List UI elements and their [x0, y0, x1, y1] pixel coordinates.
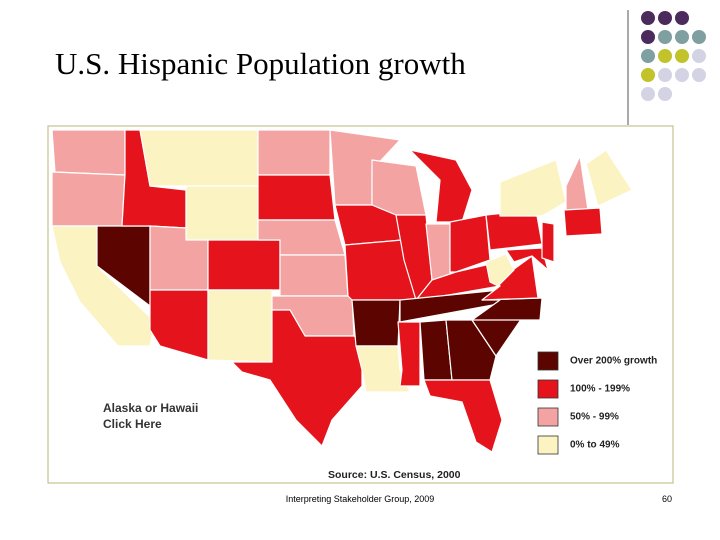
legend-swatch: [537, 379, 559, 399]
legend-label: 100% - 199%: [570, 384, 630, 395]
state-ms: [397, 321, 421, 387]
decor-dot: [658, 87, 672, 101]
decor-dot: [641, 30, 655, 44]
map-source: Source: U.S. Census, 2000: [328, 469, 461, 481]
footer-text: Interpreting Stakeholder Group, 2009: [285, 494, 435, 504]
legend-label: 0% to 49%: [570, 440, 620, 451]
decor-dot: [658, 68, 672, 82]
state-co: [207, 239, 281, 291]
state-ks: [279, 254, 349, 297]
state-ga: [445, 319, 497, 381]
page-number: 60: [662, 494, 673, 504]
decor-dot: [658, 49, 672, 63]
legend-swatch: [537, 407, 559, 427]
decor-dot: [692, 30, 706, 44]
map-link[interactable]: Alaska or Hawaii: [103, 401, 198, 415]
state-mt: [139, 129, 259, 187]
decor-dot: [641, 68, 655, 82]
state-wa: [51, 129, 126, 176]
state-or: [51, 171, 126, 227]
decor-dot: [692, 68, 706, 82]
state-nm: [207, 289, 273, 363]
legend-swatch: [537, 435, 559, 455]
state-oh: [449, 214, 491, 273]
state-wv: [485, 253, 515, 287]
state-nj: [541, 221, 555, 263]
state-ar: [351, 299, 401, 347]
decor-dot: [641, 87, 655, 101]
decor-dot: [675, 11, 689, 25]
slide-title: U.S. Hispanic Population growth: [55, 46, 466, 81]
state-ny: [499, 159, 567, 217]
state-me: [585, 149, 633, 207]
state-md: [505, 247, 549, 271]
decor-dot: [641, 49, 655, 63]
legend: Over 200% growth 100% - 199% 50% - 99% 0% t…: [537, 351, 657, 455]
state-nd: [257, 129, 331, 176]
state-az: [149, 289, 209, 361]
decor-dot: [641, 11, 655, 25]
decor-dot: [675, 30, 689, 44]
decor-dot: [675, 49, 689, 63]
state-la: [355, 345, 411, 393]
state-sd: [257, 174, 336, 221]
decor-dot: [658, 11, 672, 25]
us-map: [51, 129, 633, 453]
legend-label: Over 200% growth: [570, 356, 657, 367]
legend-swatch: [537, 351, 559, 371]
decor-dot: [692, 49, 706, 63]
state-tx: [231, 309, 363, 447]
decor-dot: [675, 68, 689, 82]
map-link[interactable]: Click Here: [103, 417, 162, 431]
state-ma-ct-ri: [563, 207, 603, 237]
decor-dot: [658, 30, 672, 44]
legend-label: 50% - 99%: [570, 412, 619, 423]
decoration: [627, 10, 706, 125]
state-fl: [423, 379, 503, 453]
state-wy: [185, 185, 259, 241]
